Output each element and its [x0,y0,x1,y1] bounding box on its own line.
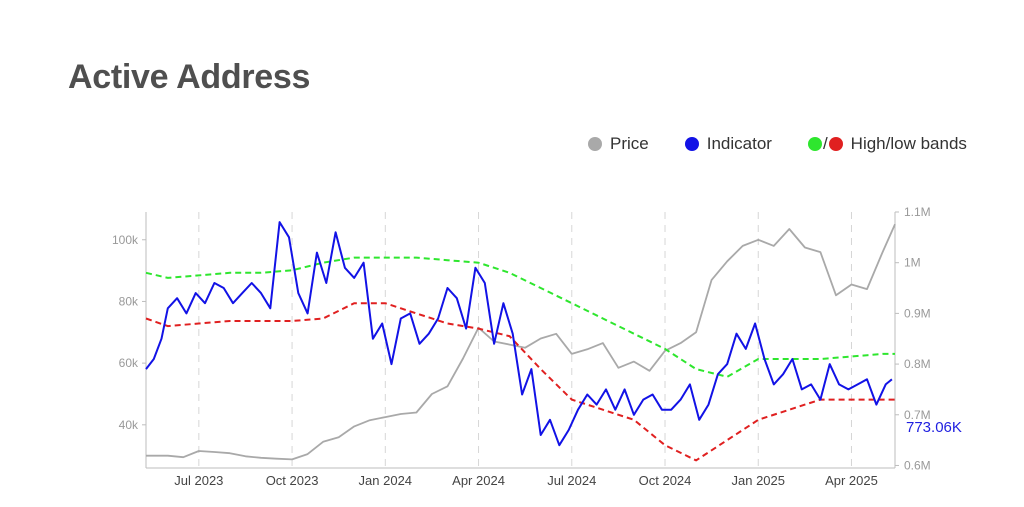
low-band-dot-icon [828,137,843,151]
right-tick-label: 1.1M [904,205,931,219]
x-tick-label: Jul 2024 [547,473,596,488]
right-tick-label: 0.9M [904,306,931,320]
x-tick-label: Apr 2024 [452,473,505,488]
indicator-series-line [145,221,893,447]
right-tick-label: 1M [904,256,921,270]
low-band-line [145,302,895,462]
right-tick-label: 0.8M [904,357,931,371]
left-tick-label: 100k [112,233,139,247]
price-dot-icon [588,137,602,151]
left-tick-label: 60k [119,356,139,370]
legend-label-price: Price [610,134,649,153]
chart-legend: Price Indicator / High/low bands [588,133,967,155]
indicator-last-value-label: 773.06K [906,419,962,436]
x-tick-label: Oct 2024 [639,473,692,488]
legend-label-indicator: Indicator [706,134,772,153]
high-band-dot-icon [807,137,822,151]
indicator-dot-icon [684,137,699,151]
x-tick-label: Apr 2025 [825,473,878,488]
x-tick-label: Jan 2024 [359,473,413,488]
right-tick-label: 0.7M [904,408,931,422]
x-tick-label: Oct 2023 [266,473,319,488]
legend-item-price[interactable]: Price [588,134,649,154]
x-tick-label: Jul 2023 [174,473,223,488]
high-band-line [145,256,895,378]
price-series-line [146,223,896,461]
left-tick-label: 80k [119,294,139,308]
legend-item-indicator[interactable]: Indicator [684,134,772,154]
legend-label-bands: High/low bands [850,134,967,153]
x-tick-label: Jan 2025 [732,473,786,488]
legend-item-bands[interactable]: / High/low bands [807,134,967,154]
page-title: Active Address [68,58,311,96]
right-tick-label: 0.6M [904,458,931,472]
legend-slash: / [822,134,828,153]
left-tick-label: 40k [119,418,139,432]
